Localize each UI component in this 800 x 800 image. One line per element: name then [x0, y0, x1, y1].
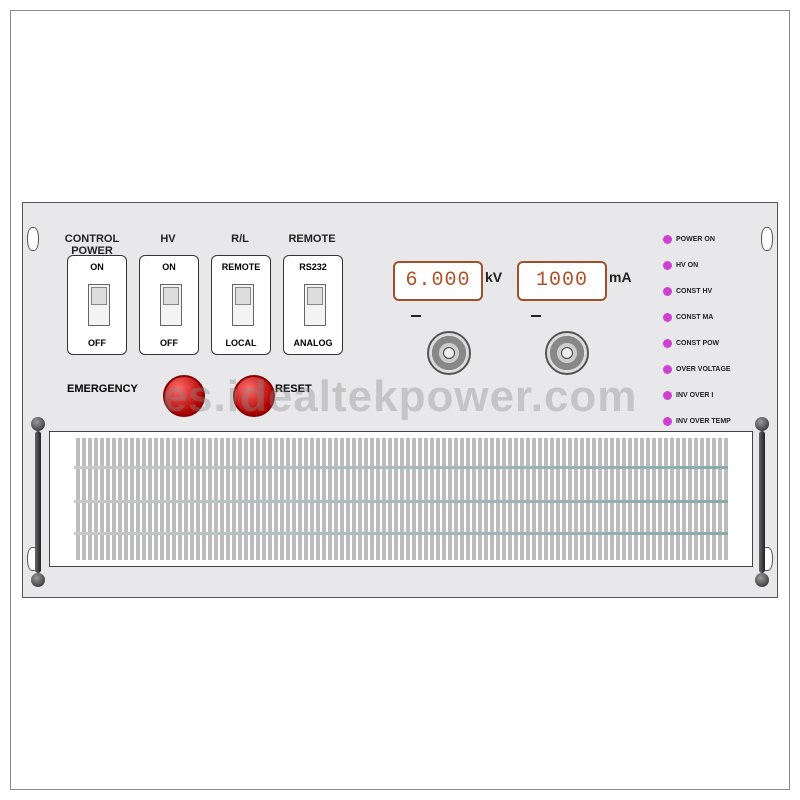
toggle-icon [88, 284, 110, 326]
voltage-display: 6.000 [393, 261, 483, 301]
led-icon [663, 287, 672, 296]
vent-divider [74, 500, 728, 503]
reset-label: RESET [275, 383, 312, 395]
led-label: OVER VOLTAGE [676, 366, 731, 373]
led-label: HV ON [676, 262, 698, 269]
current-unit: mA [609, 269, 632, 285]
switch-bottom-label: ANALOG [284, 338, 342, 348]
led-label: INV OVER I [676, 392, 713, 399]
switch-1[interactable]: ON OFF [139, 255, 199, 355]
switch-heading: R/L [205, 233, 275, 245]
switch-top-label: RS232 [284, 262, 342, 272]
status-led-row: CONST HV [663, 285, 740, 298]
led-icon [663, 261, 672, 270]
toggle-icon [160, 284, 182, 326]
led-icon [663, 391, 672, 400]
status-led-row: POWER ON [663, 233, 740, 246]
vent-slots [74, 438, 728, 560]
rack-handle-left[interactable] [31, 417, 45, 587]
switch-0[interactable]: ON OFF [67, 255, 127, 355]
mount-hole [761, 227, 773, 251]
switch-bottom-label: OFF [68, 338, 126, 348]
status-led-row: CONST MA [663, 311, 740, 324]
switch-heading: REMOTE [277, 233, 347, 245]
reset-button[interactable] [233, 375, 275, 417]
switch-heading: CONTROL POWER [57, 233, 127, 257]
front-panel: CONTROL POWERONOFFHVONOFFR/LREMOTELOCALR… [22, 202, 778, 598]
led-label: CONST POW [676, 340, 719, 347]
rack-handle-right[interactable] [755, 417, 769, 587]
status-led-row: INV OVER I [663, 389, 740, 402]
minus-icon [411, 315, 421, 317]
status-led-row: CONST POW [663, 337, 740, 350]
led-icon [663, 365, 672, 374]
led-icon [663, 339, 672, 348]
switch-bottom-label: LOCAL [212, 338, 270, 348]
switch-3[interactable]: RS232 ANALOG [283, 255, 343, 355]
vent-divider [74, 532, 728, 535]
vent-grille [49, 431, 753, 567]
led-icon [663, 417, 672, 426]
vent-divider [74, 466, 728, 469]
minus-icon [531, 315, 541, 317]
toggle-icon [232, 284, 254, 326]
toggle-icon [304, 284, 326, 326]
emergency-label: EMERGENCY [67, 383, 138, 395]
switch-bottom-label: OFF [140, 338, 198, 348]
led-label: POWER ON [676, 236, 715, 243]
led-label: INV OVER TEMP [676, 418, 731, 425]
emergency-button[interactable] [163, 375, 205, 417]
switch-top-label: ON [140, 262, 198, 272]
switch-top-label: ON [68, 262, 126, 272]
switch-heading: HV [133, 233, 203, 245]
led-label: CONST HV [676, 288, 712, 295]
mount-hole [27, 227, 39, 251]
switch-2[interactable]: REMOTE LOCAL [211, 255, 271, 355]
status-led-row: OVER VOLTAGE [663, 363, 740, 376]
voltage-knob[interactable] [427, 331, 471, 375]
current-display: 1000 [517, 261, 607, 301]
switch-top-label: REMOTE [212, 262, 270, 272]
voltage-unit: kV [485, 269, 502, 285]
current-knob[interactable] [545, 331, 589, 375]
led-icon [663, 235, 672, 244]
status-led-row: INV OVER TEMP [663, 415, 740, 428]
status-led-row: HV ON [663, 259, 740, 272]
led-icon [663, 313, 672, 322]
led-label: CONST MA [676, 314, 713, 321]
